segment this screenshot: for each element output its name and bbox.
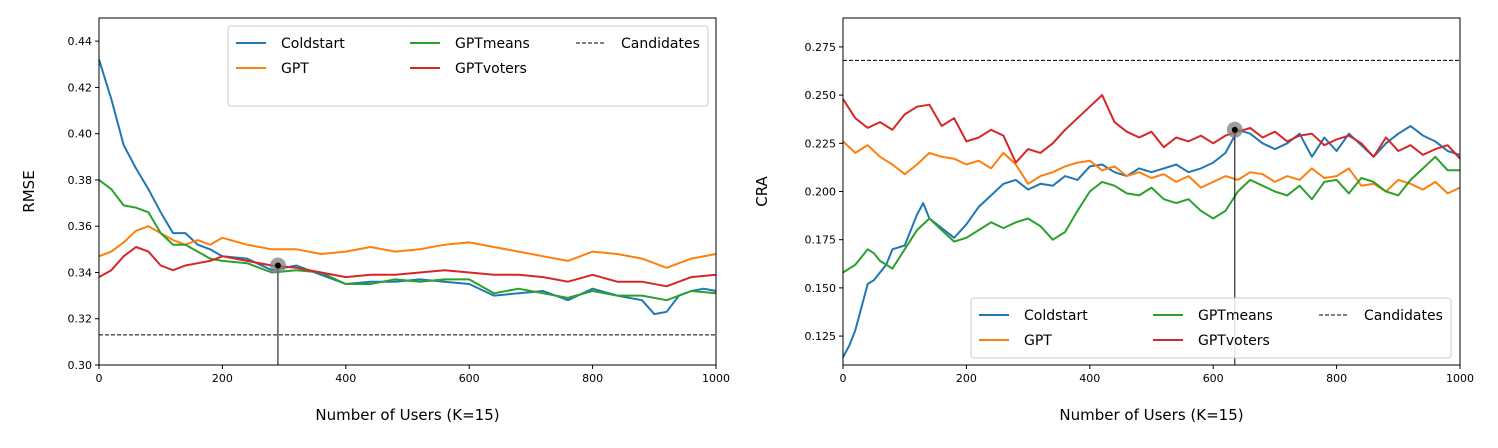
x-axis-label: Number of Users (K=15) [315,406,499,424]
y-tick-label: 0.44 [68,35,93,48]
cra-chart: 0 200 400 600 800 1000 0.125 0.150 0.175 0.200 0.2… [753,17,1474,424]
x-tick-label: 600 [1203,372,1224,385]
plot-frame [98,17,717,366]
legend-label-candidates: Candidates [621,36,700,52]
legend-label-gpt: GPT [1024,333,1052,349]
y-axis-label: RMSE [20,170,38,212]
y-tick-label: 0.30 [68,359,93,372]
legend [970,297,1452,359]
series-line-gptvoters [98,246,717,288]
y-tick-label: 0.225 [805,137,837,150]
y-tick-label: 0.34 [68,266,93,279]
marker-point [1231,126,1238,133]
legend-label-gptmeans: GPTmeans [1198,308,1273,324]
x-tick-label: 400 [335,372,356,385]
y-axis-label: CRA [753,175,771,206]
x-tick-label: 1000 [702,372,730,385]
legend-label-coldstart: Coldstart [1024,308,1088,324]
x-tick-label: 0 [840,372,847,385]
marker-point [274,262,281,269]
legend-label-gptvoters: GPTvoters [455,61,527,77]
y-tick-label: 0.200 [805,186,837,199]
x-tick-label: 800 [1326,372,1347,385]
legend-label-gpt: GPT [281,61,309,77]
legend-label-coldstart: Coldstart [281,36,345,52]
y-tick-label: 0.42 [68,81,93,94]
x-tick-label: 200 [956,372,977,385]
y-tick-label: 0.125 [805,330,837,343]
y-tick-label: 0.38 [68,174,93,187]
legend [227,25,709,107]
x-tick-label: 0 [96,372,103,385]
x-tick-label: 800 [582,372,603,385]
y-tick-label: 0.175 [805,234,837,247]
y-tick-label: 0.150 [805,282,837,295]
x-tick-label: 600 [459,372,480,385]
legend-label-gptmeans: GPTmeans [455,36,530,52]
x-tick-label: 1000 [1446,372,1474,385]
legend-label-gptvoters: GPTvoters [1198,333,1270,349]
x-tick-label: 400 [1079,372,1100,385]
y-tick-label: 0.40 [68,128,93,141]
rmse-chart: 0 200 400 600 800 1000 0.30 0.32 0.34 0.36 0.38 0.4… [20,17,730,424]
y-tick-label: 0.250 [805,89,837,102]
legend-label-candidates: Candidates [1364,308,1443,324]
x-axis-label: Number of Users (K=15) [1059,406,1243,424]
y-tick-label: 0.32 [68,313,93,326]
series-line-gptmeans [98,179,717,302]
series-line-gptvoters [842,94,1461,164]
series-line-gpt [842,140,1461,195]
series-line-gptmeans [842,155,1460,274]
series-line-gpt [98,225,717,269]
x-tick-label: 200 [212,372,233,385]
y-tick-label: 0.275 [805,41,837,54]
y-tick-label: 0.36 [68,220,93,233]
